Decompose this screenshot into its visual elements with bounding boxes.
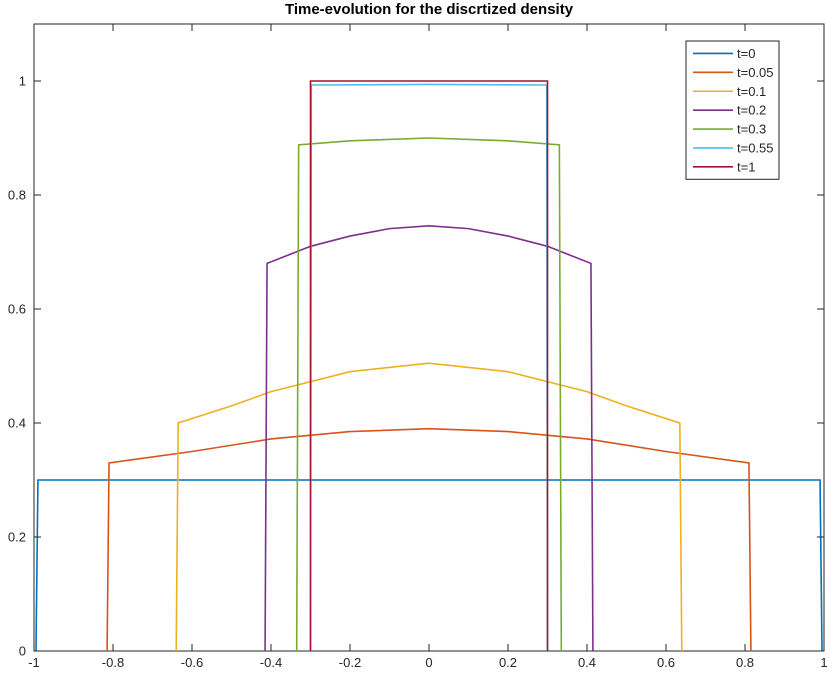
x-tick-label: 0.8	[736, 655, 754, 670]
x-tick-label: 1	[820, 655, 827, 670]
series-line-t-0-2	[264, 224, 594, 652]
series-line-t-0-1	[175, 362, 683, 652]
y-tick-label: 0	[19, 644, 26, 659]
x-tick-label: -0.4	[260, 655, 282, 670]
y-tick-label: 0.8	[8, 188, 26, 203]
legend: t=0 t=0.05 t=0.1 t=0.2 t=0.3 t=0.55 t=1	[685, 40, 780, 180]
x-tick-label: -0.2	[339, 655, 361, 670]
chart-title: Time-evolution for the discrtized densit…	[285, 1, 574, 18]
legend-label: t=0.05	[737, 65, 774, 80]
x-tick-label: -1	[28, 655, 40, 670]
legend-label: t=0.55	[737, 140, 774, 155]
x-tick-label: 0.4	[578, 655, 596, 670]
x-tick-label: -0.8	[102, 655, 124, 670]
legend-label: t=0.2	[737, 103, 766, 118]
axis-layer: -1 -0.8 -0.6 -0.4 -0.2 0 0.2 0.4 0.6 0.8 1 0 0.2 0.4 0…	[8, 24, 828, 670]
legend-label: t=0.1	[737, 84, 766, 99]
x-tick-label: 0	[425, 655, 432, 670]
series-line-t-1	[309, 80, 549, 651]
y-tick-label: 1	[19, 74, 26, 89]
y-tick-label: 0.6	[8, 302, 26, 317]
series-line-t-0-05	[106, 427, 752, 652]
legend-label: t=1	[737, 159, 755, 174]
y-tick-label: 0.4	[8, 416, 26, 431]
x-tick-label: 0.6	[657, 655, 675, 670]
legend-label: t=0	[737, 46, 755, 61]
x-tick-label: 0.2	[499, 655, 517, 670]
series-line-t-0-3	[295, 137, 563, 652]
legend-label: t=0.3	[737, 122, 766, 137]
x-tick-label: -0.6	[181, 655, 203, 670]
y-tick-label: 0.2	[8, 530, 26, 545]
